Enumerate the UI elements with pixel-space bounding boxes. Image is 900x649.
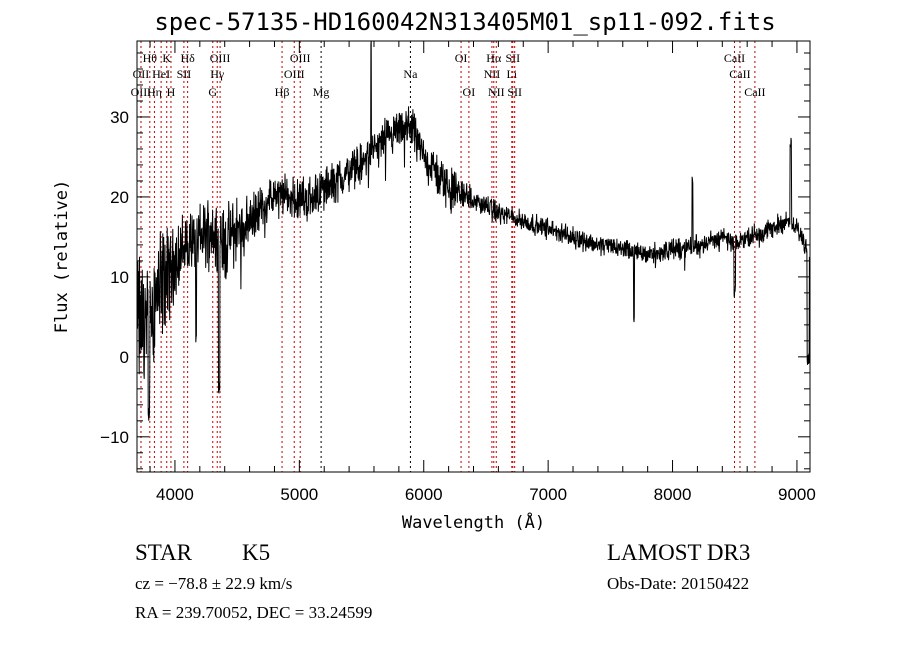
spectral-line-label: SII xyxy=(177,67,192,81)
y-tick-label: 20 xyxy=(110,188,129,207)
spectral-line-label: SII xyxy=(505,51,520,65)
spectral-line-label: OIII xyxy=(131,85,152,99)
spectral-line-label: Hβ xyxy=(275,85,290,99)
y-tick-label: −10 xyxy=(100,428,129,447)
spectral-line-label: Li xyxy=(506,67,517,81)
spectral-line-label: Hα xyxy=(486,51,502,65)
x-axis-label: Wavelength (Å) xyxy=(402,511,545,533)
plot-frame xyxy=(136,40,811,473)
spectral-line-label: Hδ xyxy=(180,51,195,65)
x-tick-label: 5000 xyxy=(280,485,318,504)
obs-date: Obs-Date: 20150422 xyxy=(607,574,750,593)
spectral-line-label: OIII xyxy=(284,67,305,81)
subclass: K5 xyxy=(242,540,271,565)
spectral-line-label: Mg xyxy=(313,85,330,99)
coordinates: RA = 239.70052, DEC = 33.24599 xyxy=(135,603,373,622)
spectral-line-label: G xyxy=(208,85,217,99)
spectral-line-label: NII xyxy=(484,67,501,81)
spectral-line-label: Hθ xyxy=(143,51,158,65)
x-tick-label: 9000 xyxy=(778,485,816,504)
x-tick-label: 6000 xyxy=(405,485,443,504)
spectral-line-label: Hη xyxy=(147,85,162,99)
survey-label: LAMOST DR3 xyxy=(607,540,751,565)
spectral-line-label: CaII xyxy=(729,67,750,81)
spectral-line-label: HeI xyxy=(152,67,170,81)
y-tick-label: 0 xyxy=(120,348,129,367)
spectral-line-label: OI xyxy=(455,51,468,65)
spectral-line-label: Na xyxy=(403,67,418,81)
y-tick-label: 10 xyxy=(110,268,129,287)
spectral-line-label: OIII xyxy=(290,51,311,65)
spectral-line-label: CaII xyxy=(744,85,765,99)
spectral-line-label: NII xyxy=(488,85,505,99)
chart-title: spec-57135-HD160042N313405M01_sp11-092.f… xyxy=(154,8,776,36)
redshift-cz: cz = −78.8 ± 22.9 km/s xyxy=(135,574,293,593)
spectral-line-label: OI xyxy=(463,85,476,99)
x-tick-label: 4000 xyxy=(156,485,194,504)
spectral-line-label: H xyxy=(167,85,176,99)
x-tick-label: 7000 xyxy=(529,485,567,504)
spectral-line-label: SII xyxy=(507,85,522,99)
spectrum-line xyxy=(137,40,810,421)
spectral-line-label: K xyxy=(162,51,171,65)
x-tick-label: 8000 xyxy=(654,485,692,504)
spectral-line-label: Hγ xyxy=(210,67,225,81)
spectral-line-label: CaII xyxy=(724,51,745,65)
spectral-line-label: OIII xyxy=(210,51,231,65)
y-tick-label: 30 xyxy=(110,108,129,127)
object-class: STAR xyxy=(135,540,192,565)
y-axis-label: Flux (relative) xyxy=(52,180,72,334)
